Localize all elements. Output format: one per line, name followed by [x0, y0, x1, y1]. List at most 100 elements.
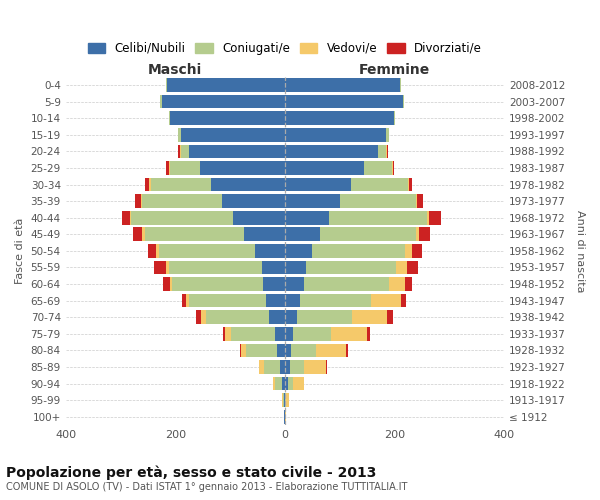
Bar: [305, 260, 396, 274]
Bar: [233, 211, 285, 224]
Bar: [172, 278, 263, 291]
Bar: [206, 310, 269, 324]
Bar: [429, 211, 441, 224]
Bar: [285, 360, 290, 374]
Bar: [389, 278, 406, 291]
Bar: [304, 278, 389, 291]
Bar: [316, 344, 346, 357]
Bar: [350, 178, 408, 192]
Bar: [141, 194, 142, 208]
Bar: [196, 310, 201, 324]
Bar: [285, 344, 292, 357]
Bar: [231, 327, 275, 340]
Bar: [181, 144, 189, 158]
Text: COMUNE DI ASOLO (TV) - Dati ISTAT 1° gennaio 2013 - Elaborazione TUTTITALIA.IT: COMUNE DI ASOLO (TV) - Dati ISTAT 1° gen…: [6, 482, 407, 492]
Bar: [290, 360, 304, 374]
Bar: [364, 161, 392, 174]
Bar: [166, 260, 169, 274]
Bar: [178, 128, 181, 141]
Bar: [393, 161, 394, 174]
Bar: [386, 128, 389, 141]
Bar: [273, 377, 275, 390]
Bar: [134, 194, 141, 208]
Bar: [283, 394, 284, 407]
Bar: [408, 178, 409, 192]
Bar: [340, 194, 416, 208]
Bar: [286, 394, 289, 407]
Bar: [312, 244, 406, 258]
Bar: [186, 294, 189, 308]
Bar: [403, 94, 404, 108]
Bar: [275, 377, 282, 390]
Bar: [427, 211, 429, 224]
Bar: [182, 294, 186, 308]
Bar: [297, 310, 352, 324]
Text: Popolazione per età, sesso e stato civile - 2013: Popolazione per età, sesso e stato civil…: [6, 465, 376, 479]
Bar: [240, 344, 241, 357]
Bar: [409, 178, 412, 192]
Bar: [293, 377, 304, 390]
Bar: [179, 144, 181, 158]
Bar: [371, 294, 401, 308]
Bar: [181, 128, 285, 141]
Bar: [346, 344, 348, 357]
Bar: [285, 244, 312, 258]
Bar: [169, 112, 170, 125]
Bar: [416, 194, 418, 208]
Bar: [122, 211, 130, 224]
Bar: [300, 294, 371, 308]
Bar: [156, 244, 159, 258]
Bar: [224, 327, 231, 340]
Text: Femmine: Femmine: [359, 62, 430, 76]
Bar: [166, 161, 169, 174]
Bar: [145, 178, 149, 192]
Bar: [320, 228, 416, 241]
Bar: [293, 327, 331, 340]
Bar: [412, 244, 422, 258]
Bar: [189, 294, 266, 308]
Bar: [277, 344, 285, 357]
Bar: [406, 278, 412, 291]
Y-axis label: Anni di nascita: Anni di nascita: [575, 210, 585, 292]
Bar: [329, 211, 427, 224]
Bar: [387, 144, 388, 158]
Bar: [304, 360, 326, 374]
Bar: [285, 178, 350, 192]
Bar: [285, 228, 320, 241]
Bar: [189, 144, 285, 158]
Bar: [170, 112, 285, 125]
Bar: [178, 144, 179, 158]
Bar: [285, 94, 403, 108]
Bar: [264, 360, 280, 374]
Bar: [378, 144, 386, 158]
Bar: [148, 244, 156, 258]
Bar: [419, 228, 430, 241]
Bar: [285, 78, 400, 92]
Bar: [161, 94, 285, 108]
Bar: [222, 194, 285, 208]
Bar: [269, 310, 285, 324]
Bar: [200, 161, 285, 174]
Bar: [394, 112, 395, 125]
Bar: [396, 260, 407, 274]
Bar: [292, 344, 316, 357]
Bar: [367, 327, 370, 340]
Bar: [285, 144, 378, 158]
Text: Maschi: Maschi: [148, 62, 202, 76]
Bar: [149, 178, 151, 192]
Bar: [201, 310, 206, 324]
Bar: [285, 112, 394, 125]
Bar: [285, 260, 305, 274]
Bar: [407, 260, 418, 274]
Bar: [167, 78, 285, 92]
Bar: [285, 294, 300, 308]
Bar: [416, 228, 419, 241]
Bar: [145, 228, 244, 241]
Bar: [262, 260, 285, 274]
Bar: [266, 294, 285, 308]
Bar: [282, 377, 285, 390]
Bar: [244, 228, 285, 241]
Bar: [326, 360, 327, 374]
Bar: [170, 278, 172, 291]
Bar: [386, 144, 387, 158]
